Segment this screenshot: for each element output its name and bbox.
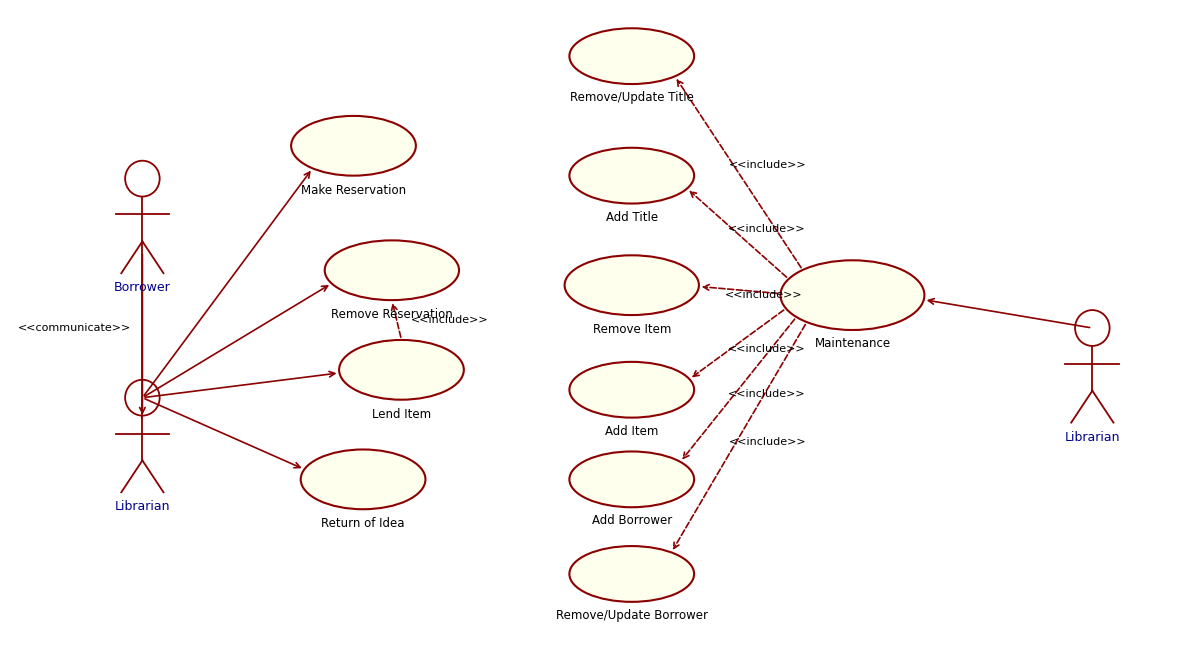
Text: Maintenance: Maintenance bbox=[814, 337, 890, 350]
Text: Make Reservation: Make Reservation bbox=[301, 183, 407, 196]
Text: Add Title: Add Title bbox=[605, 210, 658, 223]
Text: Remove Reservation: Remove Reservation bbox=[331, 308, 453, 321]
Ellipse shape bbox=[570, 362, 694, 418]
Text: <<include>>: <<include>> bbox=[410, 315, 488, 325]
Text: <<include>>: <<include>> bbox=[728, 344, 805, 353]
Text: Librarian: Librarian bbox=[115, 500, 170, 513]
Ellipse shape bbox=[570, 546, 694, 602]
Ellipse shape bbox=[565, 256, 699, 315]
Text: <<communicate>>: <<communicate>> bbox=[18, 323, 131, 334]
Text: <<include>>: <<include>> bbox=[728, 390, 806, 399]
Ellipse shape bbox=[300, 449, 426, 509]
Ellipse shape bbox=[570, 451, 694, 507]
Text: <<include>>: <<include>> bbox=[729, 160, 806, 170]
Text: <<include>>: <<include>> bbox=[729, 437, 806, 447]
Text: Lend Item: Lend Item bbox=[372, 407, 431, 420]
Text: Borrower: Borrower bbox=[113, 281, 170, 294]
Text: Add Borrower: Add Borrower bbox=[592, 514, 671, 527]
Text: Remove/Update Borrower: Remove/Update Borrower bbox=[556, 609, 708, 622]
Ellipse shape bbox=[325, 240, 459, 300]
Ellipse shape bbox=[780, 260, 924, 330]
Text: <<include>>: <<include>> bbox=[728, 224, 805, 234]
Ellipse shape bbox=[570, 28, 694, 84]
Ellipse shape bbox=[570, 148, 694, 204]
Ellipse shape bbox=[339, 340, 463, 399]
Text: Remove Item: Remove Item bbox=[592, 323, 671, 336]
Ellipse shape bbox=[291, 116, 416, 175]
Text: Return of Idea: Return of Idea bbox=[322, 517, 405, 530]
Text: Add Item: Add Item bbox=[605, 424, 658, 438]
Text: Librarian: Librarian bbox=[1065, 430, 1121, 443]
Text: Remove/Update Title: Remove/Update Title bbox=[570, 91, 694, 104]
Text: <<include>>: <<include>> bbox=[725, 290, 803, 300]
